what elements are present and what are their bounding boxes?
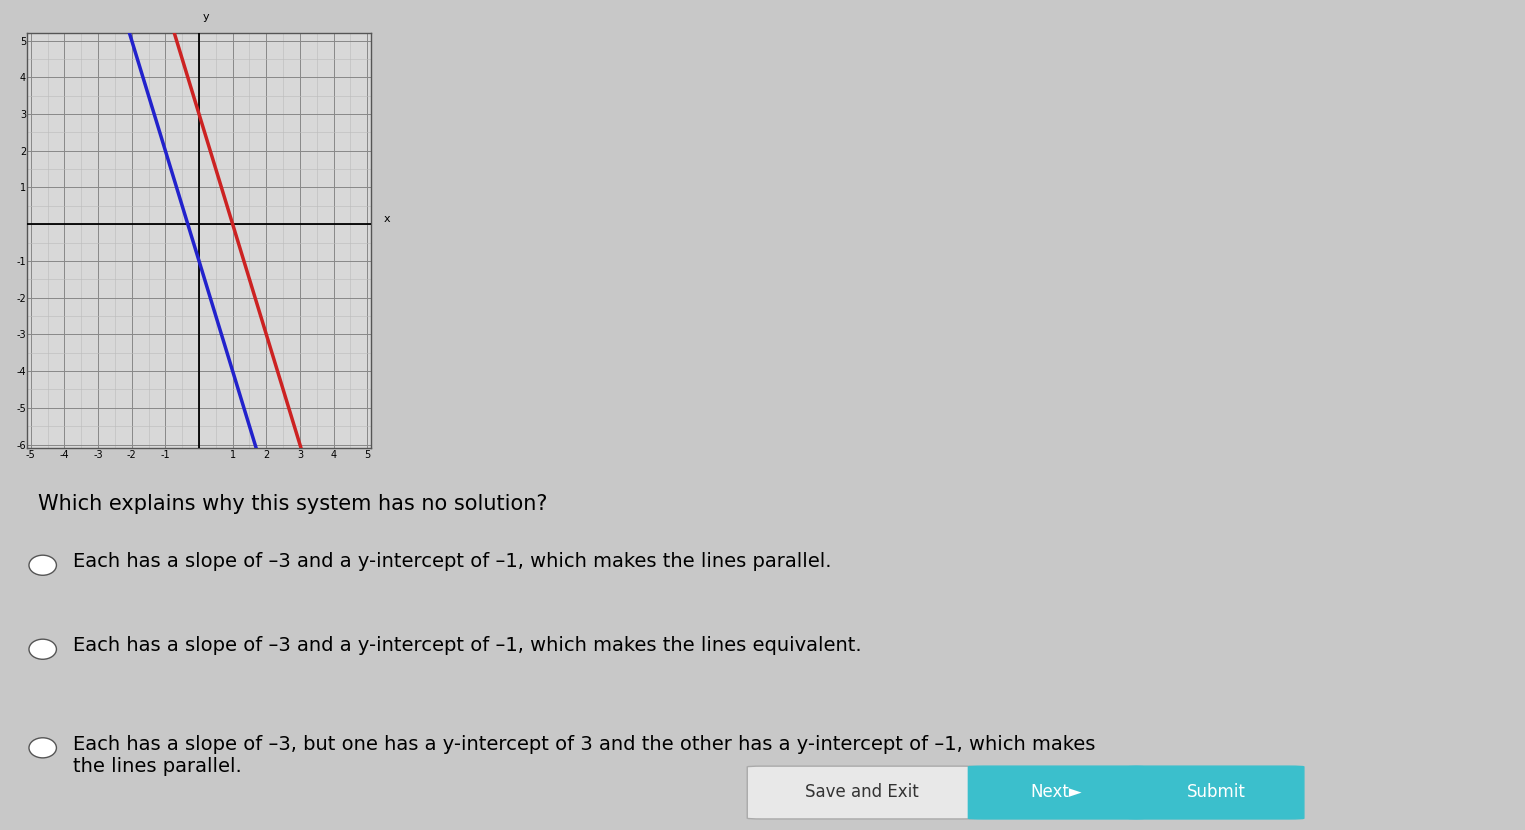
Text: Each has a slope of –3 and a y-intercept of –1, which makes the lines equivalent: Each has a slope of –3 and a y-intercept… (73, 637, 862, 656)
FancyBboxPatch shape (968, 766, 1144, 819)
FancyBboxPatch shape (747, 766, 976, 819)
Text: Next►: Next► (1031, 784, 1081, 801)
Ellipse shape (29, 555, 56, 575)
Ellipse shape (29, 639, 56, 659)
Text: Submit: Submit (1186, 784, 1246, 801)
Text: Save and Exit: Save and Exit (805, 784, 918, 801)
Text: Each has a slope of –3 and a y-intercept of –1, which makes the lines parallel.: Each has a slope of –3 and a y-intercept… (73, 553, 831, 571)
Text: Which explains why this system has no solution?: Which explains why this system has no so… (38, 494, 547, 514)
Text: y: y (203, 12, 209, 22)
Ellipse shape (29, 738, 56, 758)
FancyBboxPatch shape (1128, 766, 1304, 819)
Text: x: x (384, 213, 390, 223)
Text: Each has a slope of –3, but one has a y-intercept of 3 and the other has a y-int: Each has a slope of –3, but one has a y-… (73, 735, 1095, 776)
